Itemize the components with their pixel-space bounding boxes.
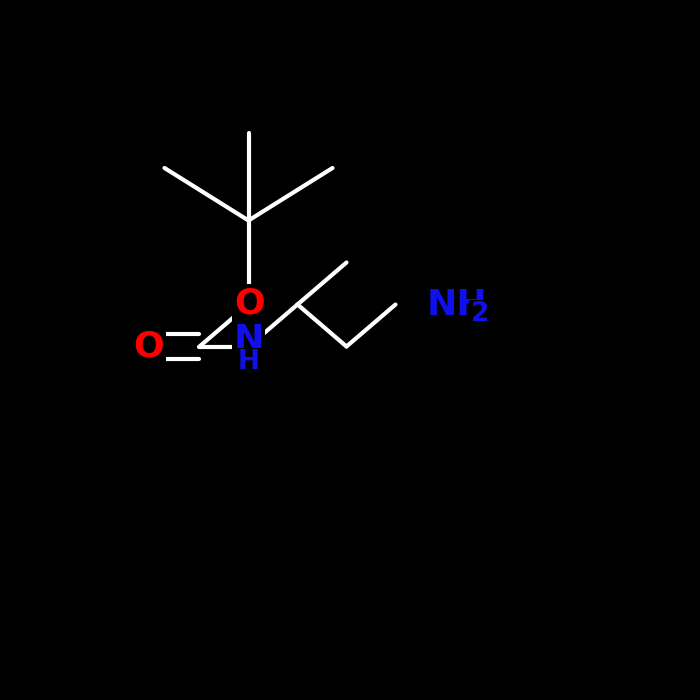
Text: O: O <box>134 330 164 363</box>
Text: H: H <box>237 349 260 375</box>
Text: O: O <box>234 286 265 320</box>
Text: 2: 2 <box>470 301 489 328</box>
Text: N: N <box>233 323 264 356</box>
Text: NH: NH <box>427 288 488 321</box>
